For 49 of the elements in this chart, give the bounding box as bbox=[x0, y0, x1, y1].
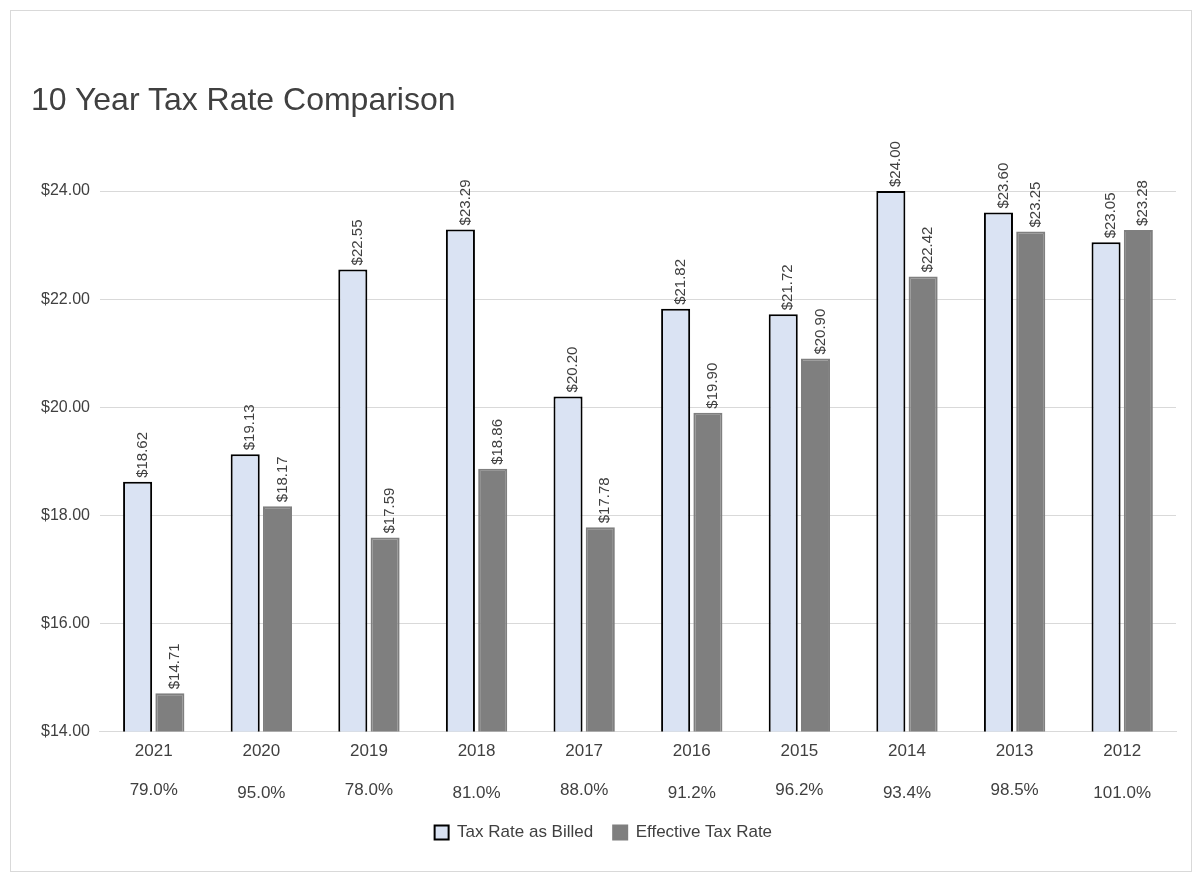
data-label: $23.05 bbox=[1101, 192, 1119, 239]
x-tick-label: 2019 bbox=[350, 741, 388, 761]
data-label: $22.55 bbox=[347, 219, 365, 266]
annotation: 81.0% bbox=[452, 782, 501, 802]
data-label: $23.60 bbox=[993, 162, 1011, 209]
data-label: $21.72 bbox=[778, 264, 796, 311]
data-label: $19.90 bbox=[703, 362, 721, 409]
y-tick-label: $18.00 bbox=[41, 505, 91, 523]
data-label: $20.90 bbox=[810, 308, 828, 355]
data-label: $17.59 bbox=[380, 487, 398, 534]
x-tick-label: 2013 bbox=[995, 741, 1034, 761]
x-tick-label: 2020 bbox=[242, 741, 281, 761]
y-tick-label: $22.00 bbox=[41, 289, 91, 307]
data-label: $17.78 bbox=[595, 477, 613, 524]
legend-label: Tax Rate as Billed bbox=[457, 822, 594, 842]
y-tick-label: $14.00 bbox=[41, 722, 91, 740]
data-label: $22.42 bbox=[918, 226, 936, 273]
data-label: $18.17 bbox=[272, 456, 290, 503]
data-label: $20.20 bbox=[563, 346, 581, 393]
data-label: $23.25 bbox=[1025, 181, 1043, 228]
annotation: 78.0% bbox=[344, 779, 394, 799]
annotation: 101.0% bbox=[1093, 782, 1152, 802]
annotation: 93.4% bbox=[882, 782, 932, 802]
annotation: 95.0% bbox=[237, 782, 286, 802]
x-tick-label: 2018 bbox=[457, 741, 496, 761]
annotation: 96.2% bbox=[775, 779, 824, 799]
y-tick-label: $20.00 bbox=[41, 397, 91, 415]
chart-title: 10 Year Tax Rate Comparison bbox=[31, 81, 456, 118]
x-tick-label: 2015 bbox=[780, 741, 819, 761]
legend-label: Effective Tax Rate bbox=[635, 822, 773, 842]
data-label: $21.82 bbox=[670, 258, 688, 305]
y-tick-label: $16.00 bbox=[41, 613, 91, 631]
annotation: 79.0% bbox=[129, 779, 178, 799]
annotation: 98.5% bbox=[990, 779, 1039, 799]
annotation: 91.2% bbox=[667, 782, 716, 802]
y-tick-label: $24.00 bbox=[41, 181, 91, 199]
x-tick-label: 2016 bbox=[672, 741, 711, 761]
x-tick-label: 2021 bbox=[134, 741, 173, 761]
data-label: $18.86 bbox=[487, 418, 505, 465]
annotation: 88.0% bbox=[560, 779, 609, 799]
data-label: $19.13 bbox=[240, 404, 258, 451]
data-label: $23.29 bbox=[455, 179, 473, 226]
x-tick-label: 2012 bbox=[1103, 741, 1142, 761]
data-label: $18.62 bbox=[132, 431, 150, 478]
data-label: $14.71 bbox=[165, 643, 183, 690]
x-tick-label: 2014 bbox=[888, 741, 926, 761]
x-tick-label: 2017 bbox=[565, 741, 604, 761]
data-label: $24.00 bbox=[885, 141, 903, 187]
data-label: $23.28 bbox=[1133, 180, 1151, 226]
